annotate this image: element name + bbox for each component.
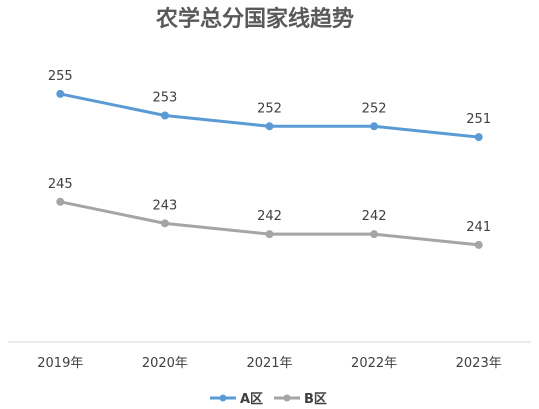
legend-marker: [219, 394, 227, 402]
legend: A区 B区: [210, 392, 327, 407]
legend-item-2: B区: [274, 392, 327, 407]
data-point: [370, 230, 379, 239]
data-point: [474, 133, 483, 142]
series-1: 255 253 252 252 251: [48, 69, 491, 142]
data-point: [370, 122, 379, 131]
data-label: 243: [152, 198, 177, 213]
data-label: 242: [257, 209, 282, 224]
data-label: 255: [48, 69, 73, 84]
legend-marker: [283, 394, 291, 402]
series-layer: 255 253 252 252 251 245 243 242 242 241: [48, 69, 491, 249]
x-tick-label: 2022年: [351, 356, 397, 371]
data-label: 252: [257, 101, 282, 116]
legend-label: B区: [304, 392, 327, 407]
data-point: [474, 240, 483, 249]
series-2: 245 243 242 242 241: [48, 177, 491, 249]
data-point: [160, 219, 169, 228]
data-point: [160, 111, 169, 120]
data-label: 245: [48, 177, 73, 192]
x-tick-label: 2019年: [37, 356, 83, 371]
data-point: [265, 230, 274, 239]
legend-label: A区: [240, 392, 263, 407]
x-tick-labels: 2019年 2020年 2021年 2022年 2023年: [37, 356, 501, 371]
data-label: 252: [362, 101, 387, 116]
data-label: 241: [466, 220, 491, 235]
legend-item-1: A区: [210, 392, 263, 407]
x-tick-label: 2023年: [456, 356, 502, 371]
data-point: [56, 197, 65, 206]
data-label: 242: [362, 209, 387, 224]
data-point: [265, 122, 274, 131]
chart-title: 农学总分国家线趋势: [155, 6, 354, 32]
data-label: 253: [152, 91, 177, 106]
x-tick-label: 2021年: [246, 356, 292, 371]
data-point: [56, 89, 65, 98]
x-tick-label: 2020年: [142, 356, 188, 371]
data-label: 251: [466, 112, 491, 127]
